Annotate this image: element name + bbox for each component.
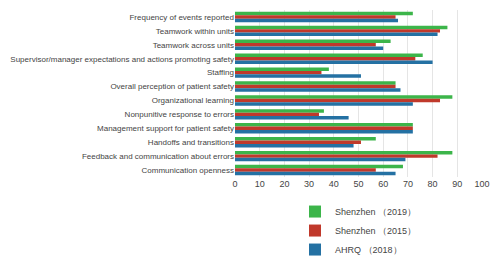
svg-text:Organizational learning: Organizational learning [152,96,234,105]
svg-text:Teamwork across units: Teamwork across units [153,41,234,50]
svg-text:Handoffs and transitions: Handoffs and transitions [148,138,234,147]
svg-text:Supervisor/manager expectation: Supervisor/manager expectations and acti… [10,55,234,64]
svg-text:90: 90 [452,179,462,189]
svg-text:Staffing: Staffing [207,68,234,77]
svg-text:10: 10 [255,179,265,189]
svg-text:AHRQ （2018）: AHRQ （2018） [335,245,402,255]
svg-text:Shenzhen （2019）: Shenzhen （2019） [335,207,416,217]
svg-text:20: 20 [279,179,289,189]
svg-text:100: 100 [474,179,489,189]
svg-text:Communication openness: Communication openness [142,166,235,175]
svg-text:Management support for patient: Management support for patient safety [97,124,234,133]
svg-text:Feedback and communication abo: Feedback and communication about errors [82,152,234,161]
svg-text:40: 40 [329,179,339,189]
svg-text:Overall perception of patient: Overall perception of patient safety [110,82,234,91]
svg-text:0: 0 [232,179,237,189]
svg-text:70: 70 [403,179,413,189]
svg-text:Nonpunitive response to errors: Nonpunitive response to errors [125,110,234,119]
svg-text:Teamwork within units: Teamwork within units [156,27,234,36]
svg-text:30: 30 [304,179,314,189]
svg-text:Shenzhen （2015）: Shenzhen （2015） [335,226,416,236]
svg-text:50: 50 [353,179,363,189]
svg-text:60: 60 [378,179,388,189]
svg-text:Frequency of events reported: Frequency of events reported [129,13,234,22]
svg-text:80: 80 [428,179,438,189]
